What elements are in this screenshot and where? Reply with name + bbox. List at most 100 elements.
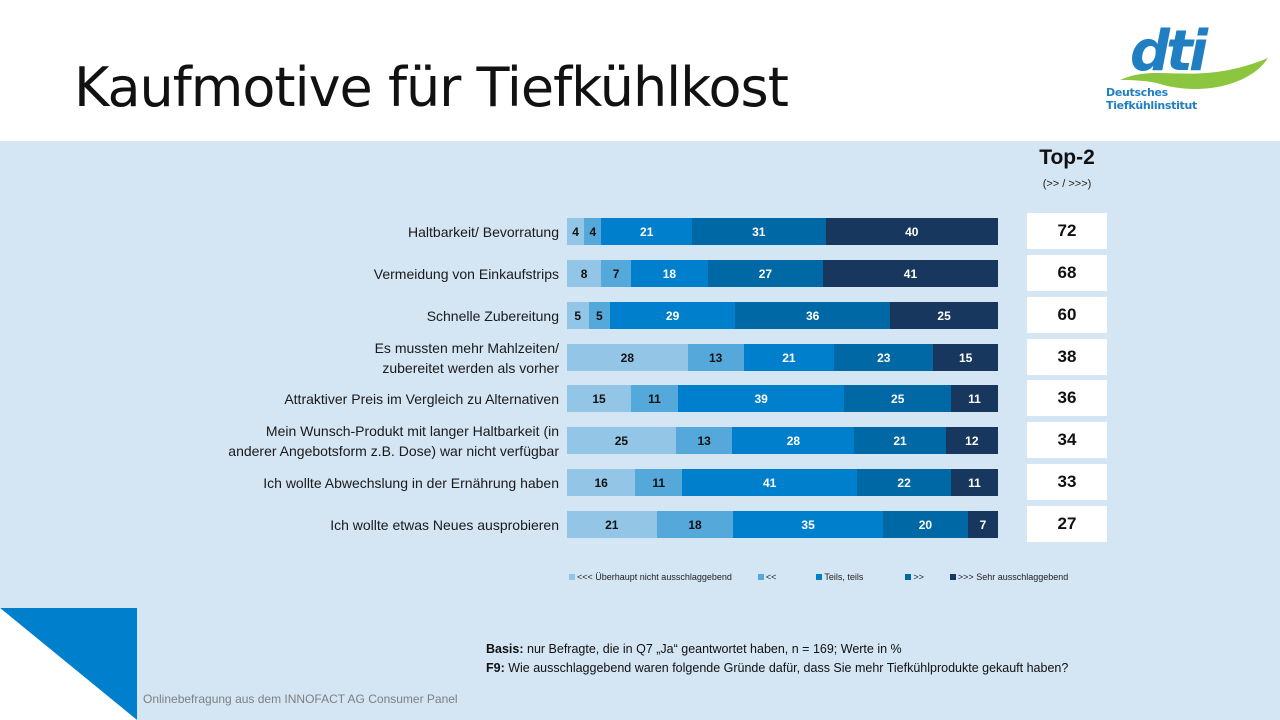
bar-segment: 4 <box>567 218 585 245</box>
slide-header: Kaufmotive für Tiefkühlkost dti Deutsche… <box>0 0 1280 141</box>
bar-row: 16 11 41 22 11 <box>567 469 998 496</box>
data-label: 4 <box>572 224 579 239</box>
bar-segment: 13 <box>687 344 744 371</box>
data-label: 11 <box>968 475 981 490</box>
bar-segment: 18 <box>656 511 734 538</box>
question-text: Wie ausschlaggebend waren folgende Gründ… <box>504 661 1069 675</box>
bar-segment: 39 <box>677 385 845 412</box>
bar-segment: 4 <box>584 218 602 245</box>
bar-segment: 25 <box>844 385 952 412</box>
bar-segment: 29 <box>610 302 736 329</box>
bar-segment: 11 <box>631 385 678 412</box>
bar-segment: 5 <box>588 302 611 329</box>
legend-label: << <box>765 572 777 582</box>
bar-segment: 36 <box>735 302 891 329</box>
data-label: 27 <box>758 266 773 281</box>
data-label: 5 <box>574 308 582 323</box>
bar-segment: 21 <box>854 427 946 454</box>
bar-segment: 21 <box>601 218 692 245</box>
top2-value: 27 <box>1027 506 1107 542</box>
data-label: 28 <box>786 433 801 448</box>
top2-value: 34 <box>1027 422 1107 458</box>
bar-segment: 25 <box>890 302 998 329</box>
bar-segment: 31 <box>691 218 826 245</box>
category-label: Vermeidung von Einkaufstrips <box>373 265 559 282</box>
bar-segment: 13 <box>675 427 733 454</box>
basis-label: Basis: <box>486 642 524 656</box>
legend-item: << <box>757 572 777 582</box>
category-label: Schnelle Zubereitung <box>426 307 559 324</box>
top2-value: 72 <box>1027 213 1107 249</box>
data-label: 36 <box>805 308 820 323</box>
bar-segment: 41 <box>822 260 998 287</box>
data-label: 13 <box>697 433 711 448</box>
bar-row: 5 5 29 36 25 <box>567 302 998 329</box>
bar-segment: 7 <box>601 260 631 287</box>
top2-value: 60 <box>1027 297 1107 333</box>
bar-row: 15 11 39 25 11 <box>567 385 998 412</box>
data-label: 41 <box>903 266 918 281</box>
bar-segment: 18 <box>630 260 708 287</box>
bar-segment: 16 <box>567 469 636 496</box>
category-label: Haltbarkeit/ Bevorratung <box>408 223 559 240</box>
legend-item: Teils, teils <box>816 572 863 582</box>
bar-segment: 12 <box>945 427 998 454</box>
top2-subtitle: (>> / >>>) <box>1042 178 1092 190</box>
data-label: 4 <box>589 224 597 239</box>
logo-caption-line1: Deutsches <box>1106 86 1168 99</box>
bar-segment: 11 <box>951 385 998 412</box>
bar-segment: 7 <box>968 511 998 538</box>
data-label: 11 <box>652 475 666 490</box>
data-label: 21 <box>782 350 796 365</box>
legend-swatch <box>905 574 912 580</box>
data-label: 18 <box>688 517 702 532</box>
bar-segment: 28 <box>732 427 855 454</box>
data-label: 25 <box>614 433 629 448</box>
data-label: 7 <box>612 266 620 281</box>
category-label: Ich wollte Abwechslung in der Ernährung … <box>263 474 559 491</box>
top2-value: 36 <box>1027 380 1107 416</box>
dti-logo-icon: dti <box>1120 19 1268 89</box>
bar-row: 28 13 21 23 15 <box>567 344 998 371</box>
basis-text: nur Befragte, die in Q7 „Ja“ geantwortet… <box>523 642 902 656</box>
logo-swoosh <box>1120 58 1268 89</box>
legend-label: Teils, teils <box>824 572 864 582</box>
top2-title: Top-2 <box>1039 146 1095 169</box>
bar-row: 4 4 21 31 40 <box>567 218 998 245</box>
category-label: Es mussten mehr Mahlzeiten/ zubereitet w… <box>374 339 559 376</box>
question-note: F9: Wie ausschlaggebend waren folgende G… <box>486 659 1068 678</box>
data-label: 15 <box>958 350 973 365</box>
category-label: Attraktiver Preis im Vergleich zu Altern… <box>284 390 559 407</box>
legend-item: >>> Sehr ausschlaggebend <box>949 572 1069 582</box>
data-label: 40 <box>905 224 919 239</box>
logo-caption: Deutsches Tiefkühlinstitut <box>1106 86 1197 112</box>
bar-row: 25 13 28 21 12 <box>567 427 998 454</box>
legend-item: >> <box>905 572 924 582</box>
bar-segment: 21 <box>567 511 657 538</box>
bar-segment: 15 <box>567 385 631 412</box>
data-label: 22 <box>897 475 911 490</box>
bar-segment: 41 <box>682 469 858 496</box>
bar-segment: 11 <box>635 469 683 496</box>
data-label: 20 <box>918 517 933 532</box>
bar-segment: 11 <box>951 469 998 496</box>
bar-segment: 8 <box>567 260 602 287</box>
basis-note: Basis: nur Befragte, die in Q7 „Ja“ gean… <box>486 640 1068 659</box>
bar-segment: 22 <box>857 469 952 496</box>
legend-label: >> <box>913 572 924 582</box>
data-label: 31 <box>752 224 766 239</box>
source-note: Onlinebefragung aus dem INNOFACT AG Cons… <box>143 692 458 706</box>
legend-swatch <box>757 574 764 580</box>
bar-segment: 21 <box>743 344 835 371</box>
top2-value: 33 <box>1027 464 1107 500</box>
data-label: 11 <box>968 391 981 406</box>
legend-label: <<< Überhaupt nicht ausschlaggebend <box>577 572 732 582</box>
logo-caption-line2: Tiefkühlinstitut <box>1106 99 1197 112</box>
legend-label: >>> Sehr ausschlaggebend <box>957 572 1069 582</box>
legend-item: <<< Überhaupt nicht ausschlaggebend <box>569 572 732 582</box>
category-label: Ich wollte etwas Neues ausprobieren <box>330 516 559 533</box>
data-label: 35 <box>801 517 815 532</box>
bar-row: 21 18 35 20 7 <box>567 511 998 538</box>
data-label: 18 <box>662 266 677 281</box>
bar-segment: 23 <box>834 344 934 371</box>
